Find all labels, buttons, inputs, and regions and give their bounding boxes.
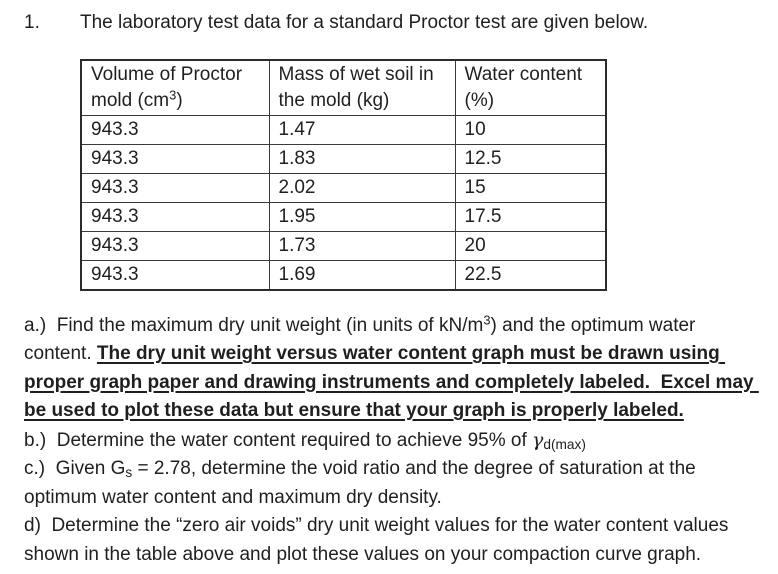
text-segment: Volume of Proctor mold (cm (91, 63, 248, 111)
question-b: b.) Determine the water content required… (24, 426, 758, 456)
text-segment: c.) Given G (24, 458, 126, 479)
cell-mass: 1.83 (268, 143, 456, 174)
text-segment: = 2.78, determine the void ratio and the… (24, 458, 701, 508)
cell-water-content: 22.5 (454, 259, 607, 290)
text-segment: s (125, 465, 133, 480)
text-segment: 3 (483, 312, 491, 328)
cell-mass: 1.73 (268, 230, 456, 261)
table-row: 943.3 1.73 20 (80, 230, 607, 261)
text-segment: 3 (169, 87, 177, 103)
table-row: 943.3 1.69 22.5 (80, 259, 607, 290)
cell-mass: 1.47 (268, 114, 456, 145)
cell-volume: 943.3 (80, 259, 270, 290)
text-segment: Mass of wet soil in the mold (kg) (278, 63, 440, 111)
cell-volume: 943.3 (80, 201, 270, 232)
problem-title: The laboratory test data for a standard … (80, 12, 649, 33)
text-segment: γ (532, 428, 544, 451)
table-row: 943.3 1.47 10 (80, 114, 607, 145)
text-segment: d(max) (543, 436, 586, 452)
text-segment: The dry unit weight versus water content… (24, 343, 759, 421)
text-segment: d) Determine the “zero air voids” dry un… (24, 515, 734, 565)
column-header-mass: Mass of wet soil in the mold (kg) (268, 59, 456, 116)
question-c: c.) Given Gs = 2.78, determine the void … (24, 455, 758, 512)
proctor-data-table: Volume of Proctor mold (cm3) Mass of wet… (80, 58, 607, 291)
text-segment: ) (176, 89, 183, 111)
cell-water-content: 20 (454, 230, 607, 261)
table-row: 943.3 2.02 15 (80, 172, 607, 203)
cell-water-content: 17.5 (454, 201, 607, 232)
question-a: a.) Find the maximum dry unit weight (in… (24, 312, 758, 426)
text-segment: ) and the optimum water content. (24, 314, 701, 365)
cell-mass: 1.69 (268, 259, 456, 290)
table-row: 943.3 1.83 12.5 (80, 143, 607, 174)
text-segment: Water content (%) (464, 63, 588, 111)
cell-water-content: 12.5 (454, 143, 607, 174)
problem-heading: 1. The laboratory test data for a standar… (24, 9, 758, 38)
cell-volume: 943.3 (80, 230, 270, 261)
table-header-row: Volume of Proctor mold (cm3) Mass of wet… (80, 59, 607, 116)
column-header-water-content: Water content (%) (454, 59, 607, 116)
cell-water-content: 15 (454, 172, 607, 203)
cell-water-content: 10 (454, 114, 607, 145)
table-row: 943.3 1.95 17.5 (80, 201, 607, 232)
problem-number: 1. (24, 12, 40, 33)
question-d: d) Determine the “zero air voids” dry un… (24, 512, 758, 569)
column-header-volume: Volume of Proctor mold (cm3) (80, 59, 270, 116)
cell-volume: 943.3 (80, 143, 270, 174)
cell-mass: 1.95 (268, 201, 456, 232)
questions-block: a.) Find the maximum dry unit weight (in… (24, 312, 758, 570)
text-segment: b.) Determine the water content required… (24, 429, 532, 451)
cell-mass: 2.02 (268, 172, 456, 203)
cell-volume: 943.3 (80, 114, 270, 145)
text-segment: a.) Find the maximum dry unit weight (in… (24, 314, 484, 336)
cell-volume: 943.3 (80, 172, 270, 203)
